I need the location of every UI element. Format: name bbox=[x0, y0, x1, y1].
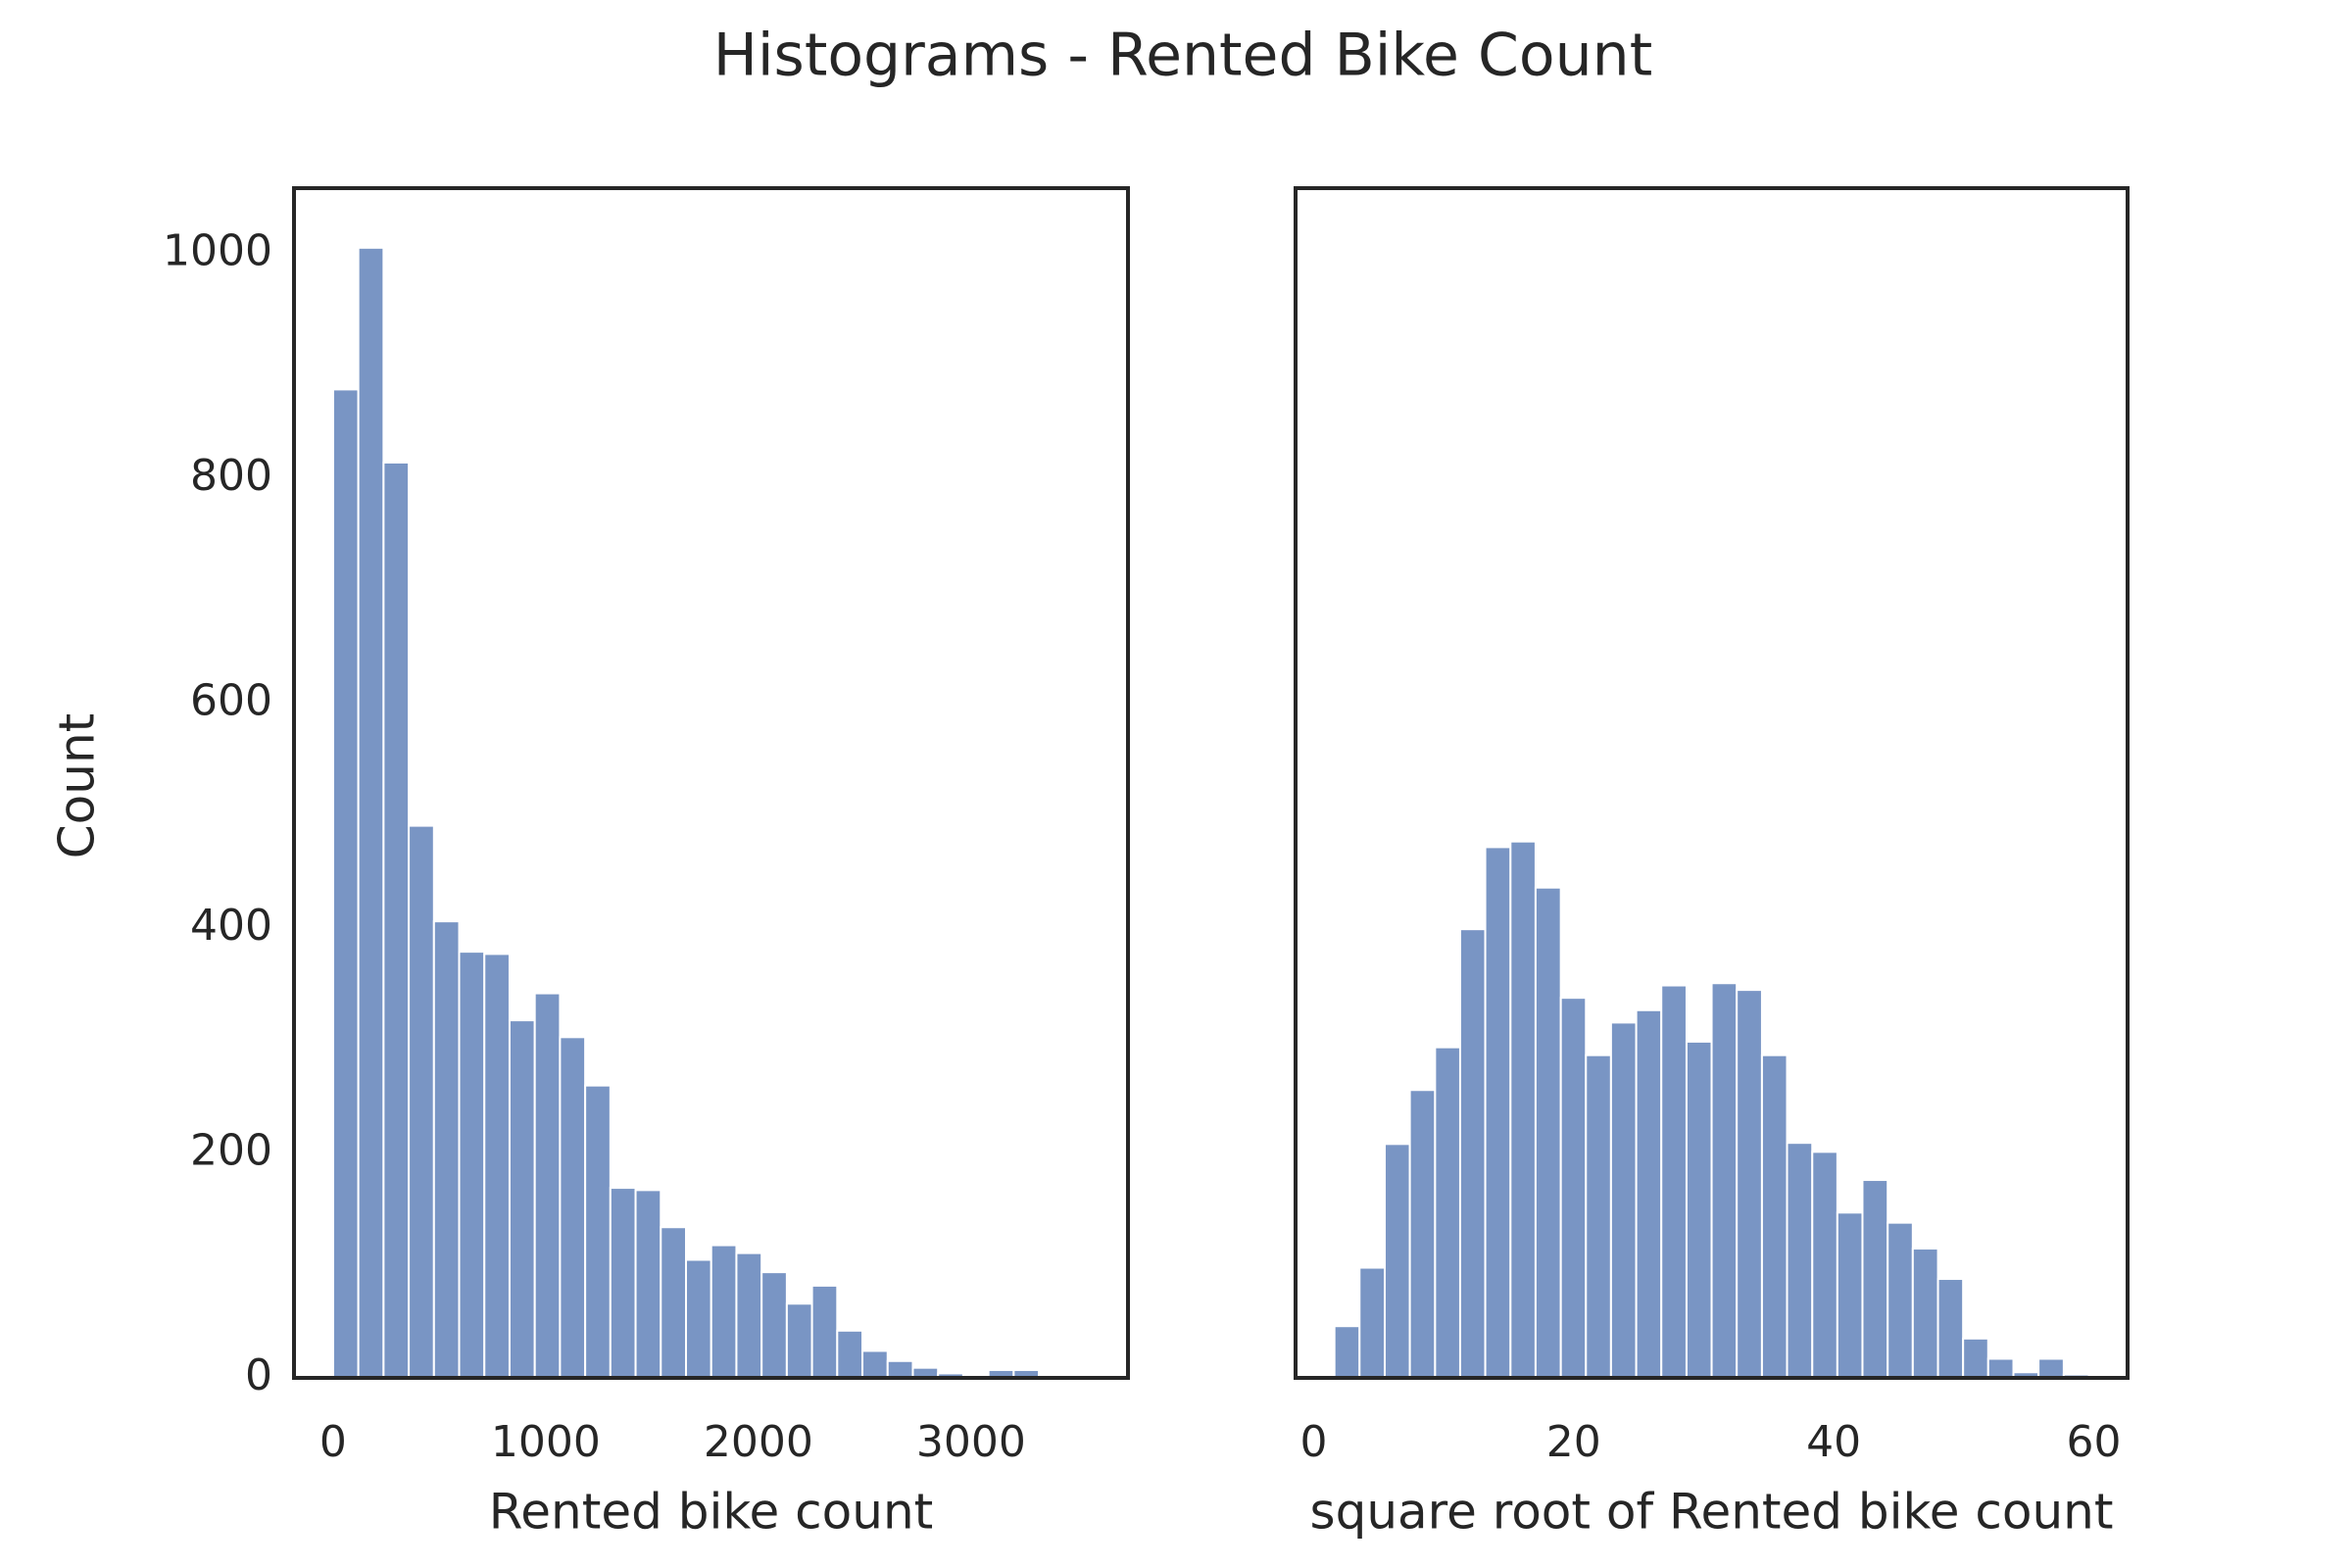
figure-title: Histograms - Rented Bike Count bbox=[713, 22, 1652, 90]
bar bbox=[408, 824, 435, 1379]
bar bbox=[1458, 928, 1487, 1379]
x-tick-label: 1000 bbox=[491, 1417, 601, 1467]
bar bbox=[1710, 982, 1739, 1379]
bar bbox=[710, 1244, 738, 1379]
y-tick-label: 600 bbox=[190, 676, 272, 726]
y-tick-label: 800 bbox=[190, 451, 272, 501]
bar bbox=[357, 246, 385, 1380]
bar bbox=[2037, 1357, 2065, 1380]
x-axis-label: square root of Rented bike count bbox=[1310, 1484, 2114, 1541]
bar bbox=[1384, 1143, 1411, 1379]
y-tick-label: 0 bbox=[245, 1350, 272, 1400]
bar bbox=[533, 992, 562, 1379]
bar bbox=[508, 1019, 536, 1380]
bar bbox=[1986, 1357, 2015, 1380]
y-tick-label: 200 bbox=[190, 1126, 272, 1176]
y-tick-label: 1000 bbox=[163, 226, 272, 276]
bar bbox=[609, 1187, 637, 1380]
bar bbox=[1534, 886, 1562, 1379]
x-tick-label: 40 bbox=[1806, 1417, 1861, 1467]
bar bbox=[1509, 840, 1537, 1379]
bar bbox=[1585, 1054, 1612, 1379]
bar bbox=[1609, 1021, 1638, 1379]
bar bbox=[810, 1284, 839, 1380]
bar bbox=[1358, 1266, 1387, 1379]
bar bbox=[1635, 1008, 1663, 1380]
x-tick-label: 0 bbox=[1299, 1417, 1327, 1467]
bar bbox=[1936, 1278, 1965, 1379]
bar bbox=[735, 1251, 763, 1380]
bar bbox=[1660, 984, 1688, 1379]
bar bbox=[382, 461, 411, 1380]
axes-frame bbox=[292, 186, 1130, 1380]
y-tick-label: 400 bbox=[190, 901, 272, 951]
bar bbox=[432, 920, 461, 1379]
x-axis-label: Rented bike count bbox=[489, 1484, 933, 1541]
bar bbox=[785, 1302, 813, 1379]
bar bbox=[1911, 1248, 1939, 1379]
x-tick-label: 0 bbox=[319, 1417, 347, 1467]
bar bbox=[559, 1036, 587, 1379]
bar bbox=[1333, 1325, 1361, 1380]
bar bbox=[1886, 1221, 1914, 1380]
bar bbox=[1408, 1089, 1437, 1379]
bar bbox=[1861, 1179, 1889, 1380]
bar bbox=[684, 1258, 712, 1379]
x-tick-label: 20 bbox=[1546, 1417, 1601, 1467]
bar bbox=[886, 1359, 914, 1380]
x-tick-label: 3000 bbox=[916, 1417, 1026, 1467]
bar bbox=[483, 953, 511, 1379]
bar bbox=[458, 951, 486, 1379]
bar bbox=[1736, 989, 1763, 1379]
bar bbox=[1962, 1337, 1989, 1380]
bar bbox=[836, 1329, 864, 1379]
bar bbox=[1484, 846, 1512, 1379]
bar bbox=[1811, 1151, 1838, 1379]
bar bbox=[660, 1226, 687, 1379]
bar bbox=[1760, 1054, 1788, 1379]
x-tick-label: 60 bbox=[2067, 1417, 2122, 1467]
x-tick-label: 2000 bbox=[704, 1417, 813, 1467]
bar bbox=[760, 1271, 788, 1380]
axes-frame bbox=[1294, 186, 2130, 1380]
bar bbox=[1434, 1046, 1461, 1379]
y-axis-label: Count bbox=[49, 713, 106, 859]
bar bbox=[1559, 997, 1588, 1380]
bar bbox=[1685, 1040, 1713, 1380]
bar bbox=[584, 1084, 612, 1380]
bar bbox=[1786, 1142, 1814, 1379]
bar bbox=[1836, 1211, 1864, 1380]
bar bbox=[331, 388, 360, 1379]
bar bbox=[634, 1189, 662, 1380]
bar bbox=[861, 1349, 889, 1380]
